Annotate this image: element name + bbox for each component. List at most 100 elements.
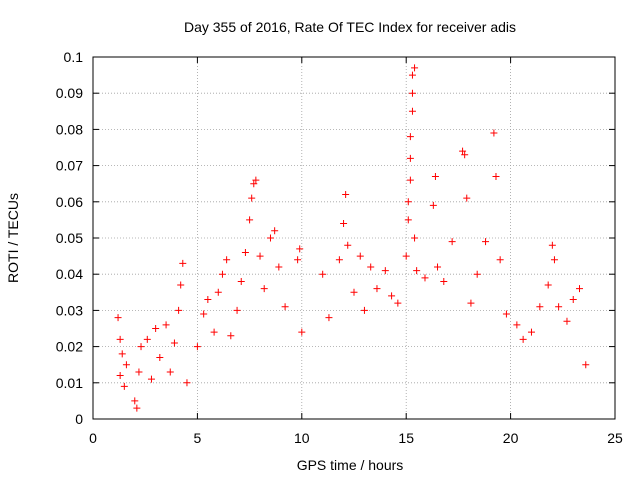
data-point (133, 404, 141, 412)
data-point (381, 267, 389, 275)
y-axis-label: ROTI / TECUs (5, 193, 21, 283)
y-axis: 0 0.01 0.02 0.03 0.04 0.05 0.06 0.07 0.08 0.09 0.1 (56, 49, 615, 427)
y-tick-label: 0.02 (56, 339, 83, 355)
x-tick-label: 20 (503, 430, 519, 446)
data-point (496, 256, 504, 264)
data-point (271, 227, 279, 235)
data-point (440, 277, 448, 285)
data-point (200, 310, 208, 318)
data-point (193, 343, 201, 351)
y-tick-label: 0.09 (56, 85, 83, 101)
data-point (298, 328, 306, 336)
grid (93, 57, 615, 419)
x-axis-label: GPS time / hours (297, 457, 404, 473)
data-point (183, 379, 191, 387)
data-point (563, 317, 571, 325)
data-point (122, 361, 130, 369)
data-point (156, 353, 164, 361)
x-tick-label: 10 (294, 430, 310, 446)
data-point (177, 281, 185, 289)
x-tick-label: 15 (398, 430, 414, 446)
data-point (137, 343, 145, 351)
data-point (344, 241, 352, 249)
data-point (275, 263, 283, 271)
data-point (473, 270, 481, 278)
data-point (340, 220, 348, 228)
y-tick-label: 0.07 (56, 158, 83, 174)
y-tick-label: 0.06 (56, 194, 83, 210)
x-tick-label: 5 (194, 430, 202, 446)
data-point (394, 299, 402, 307)
data-point (373, 285, 381, 293)
data-point (120, 382, 128, 390)
data-point (550, 256, 558, 264)
data-point (131, 397, 139, 405)
y-tick-label: 0.01 (56, 375, 83, 391)
data-point (519, 335, 527, 343)
data-point (223, 256, 231, 264)
data-point (166, 368, 174, 376)
data-point (116, 335, 124, 343)
data-point (413, 267, 421, 275)
data-point (325, 314, 333, 322)
data-point (114, 314, 122, 322)
data-point (463, 194, 471, 202)
data-point (406, 154, 414, 162)
data-point (404, 216, 412, 224)
data-point (342, 191, 350, 199)
data-point (296, 245, 304, 253)
data-point (555, 303, 563, 311)
data-point (256, 252, 264, 260)
data-point (266, 234, 274, 242)
data-point (118, 350, 126, 358)
data-point (356, 252, 364, 260)
data-points (114, 64, 590, 412)
data-point (260, 285, 268, 293)
data-point (116, 372, 124, 380)
data-point (227, 332, 235, 340)
data-point (459, 147, 467, 155)
data-point (434, 263, 442, 271)
data-point (388, 292, 396, 300)
data-point (576, 285, 584, 293)
x-tick-label: 25 (607, 430, 623, 446)
data-point (162, 321, 170, 329)
y-tick-label: 0.08 (56, 121, 83, 137)
y-tick-label: 0.05 (56, 230, 83, 246)
data-point (406, 133, 414, 141)
x-axis: 0 5 10 15 20 25 (89, 57, 623, 446)
data-point (482, 238, 490, 246)
data-point (170, 339, 178, 347)
data-point (367, 263, 375, 271)
data-point (281, 303, 289, 311)
data-point (179, 259, 187, 267)
data-point (241, 248, 249, 256)
data-point (246, 216, 254, 224)
data-point (408, 107, 416, 115)
data-point (448, 238, 456, 246)
data-point (147, 375, 155, 383)
chart-title: Day 355 of 2016, Rate Of TEC Index for r… (184, 19, 516, 35)
data-point (411, 64, 419, 72)
data-point (431, 172, 439, 180)
data-point (135, 368, 143, 376)
data-point (502, 310, 510, 318)
data-point (513, 321, 521, 329)
data-point (252, 176, 260, 184)
data-point (527, 328, 535, 336)
data-point (461, 151, 469, 159)
y-tick-label: 0.03 (56, 302, 83, 318)
data-point (204, 296, 212, 304)
data-point (569, 296, 577, 304)
data-point (214, 288, 222, 296)
data-point (294, 256, 302, 264)
data-point (536, 303, 544, 311)
data-point (467, 299, 475, 307)
data-point (350, 288, 358, 296)
data-point (360, 306, 368, 314)
data-point (582, 361, 590, 369)
data-point (319, 270, 327, 278)
data-point (335, 256, 343, 264)
data-point (237, 277, 245, 285)
